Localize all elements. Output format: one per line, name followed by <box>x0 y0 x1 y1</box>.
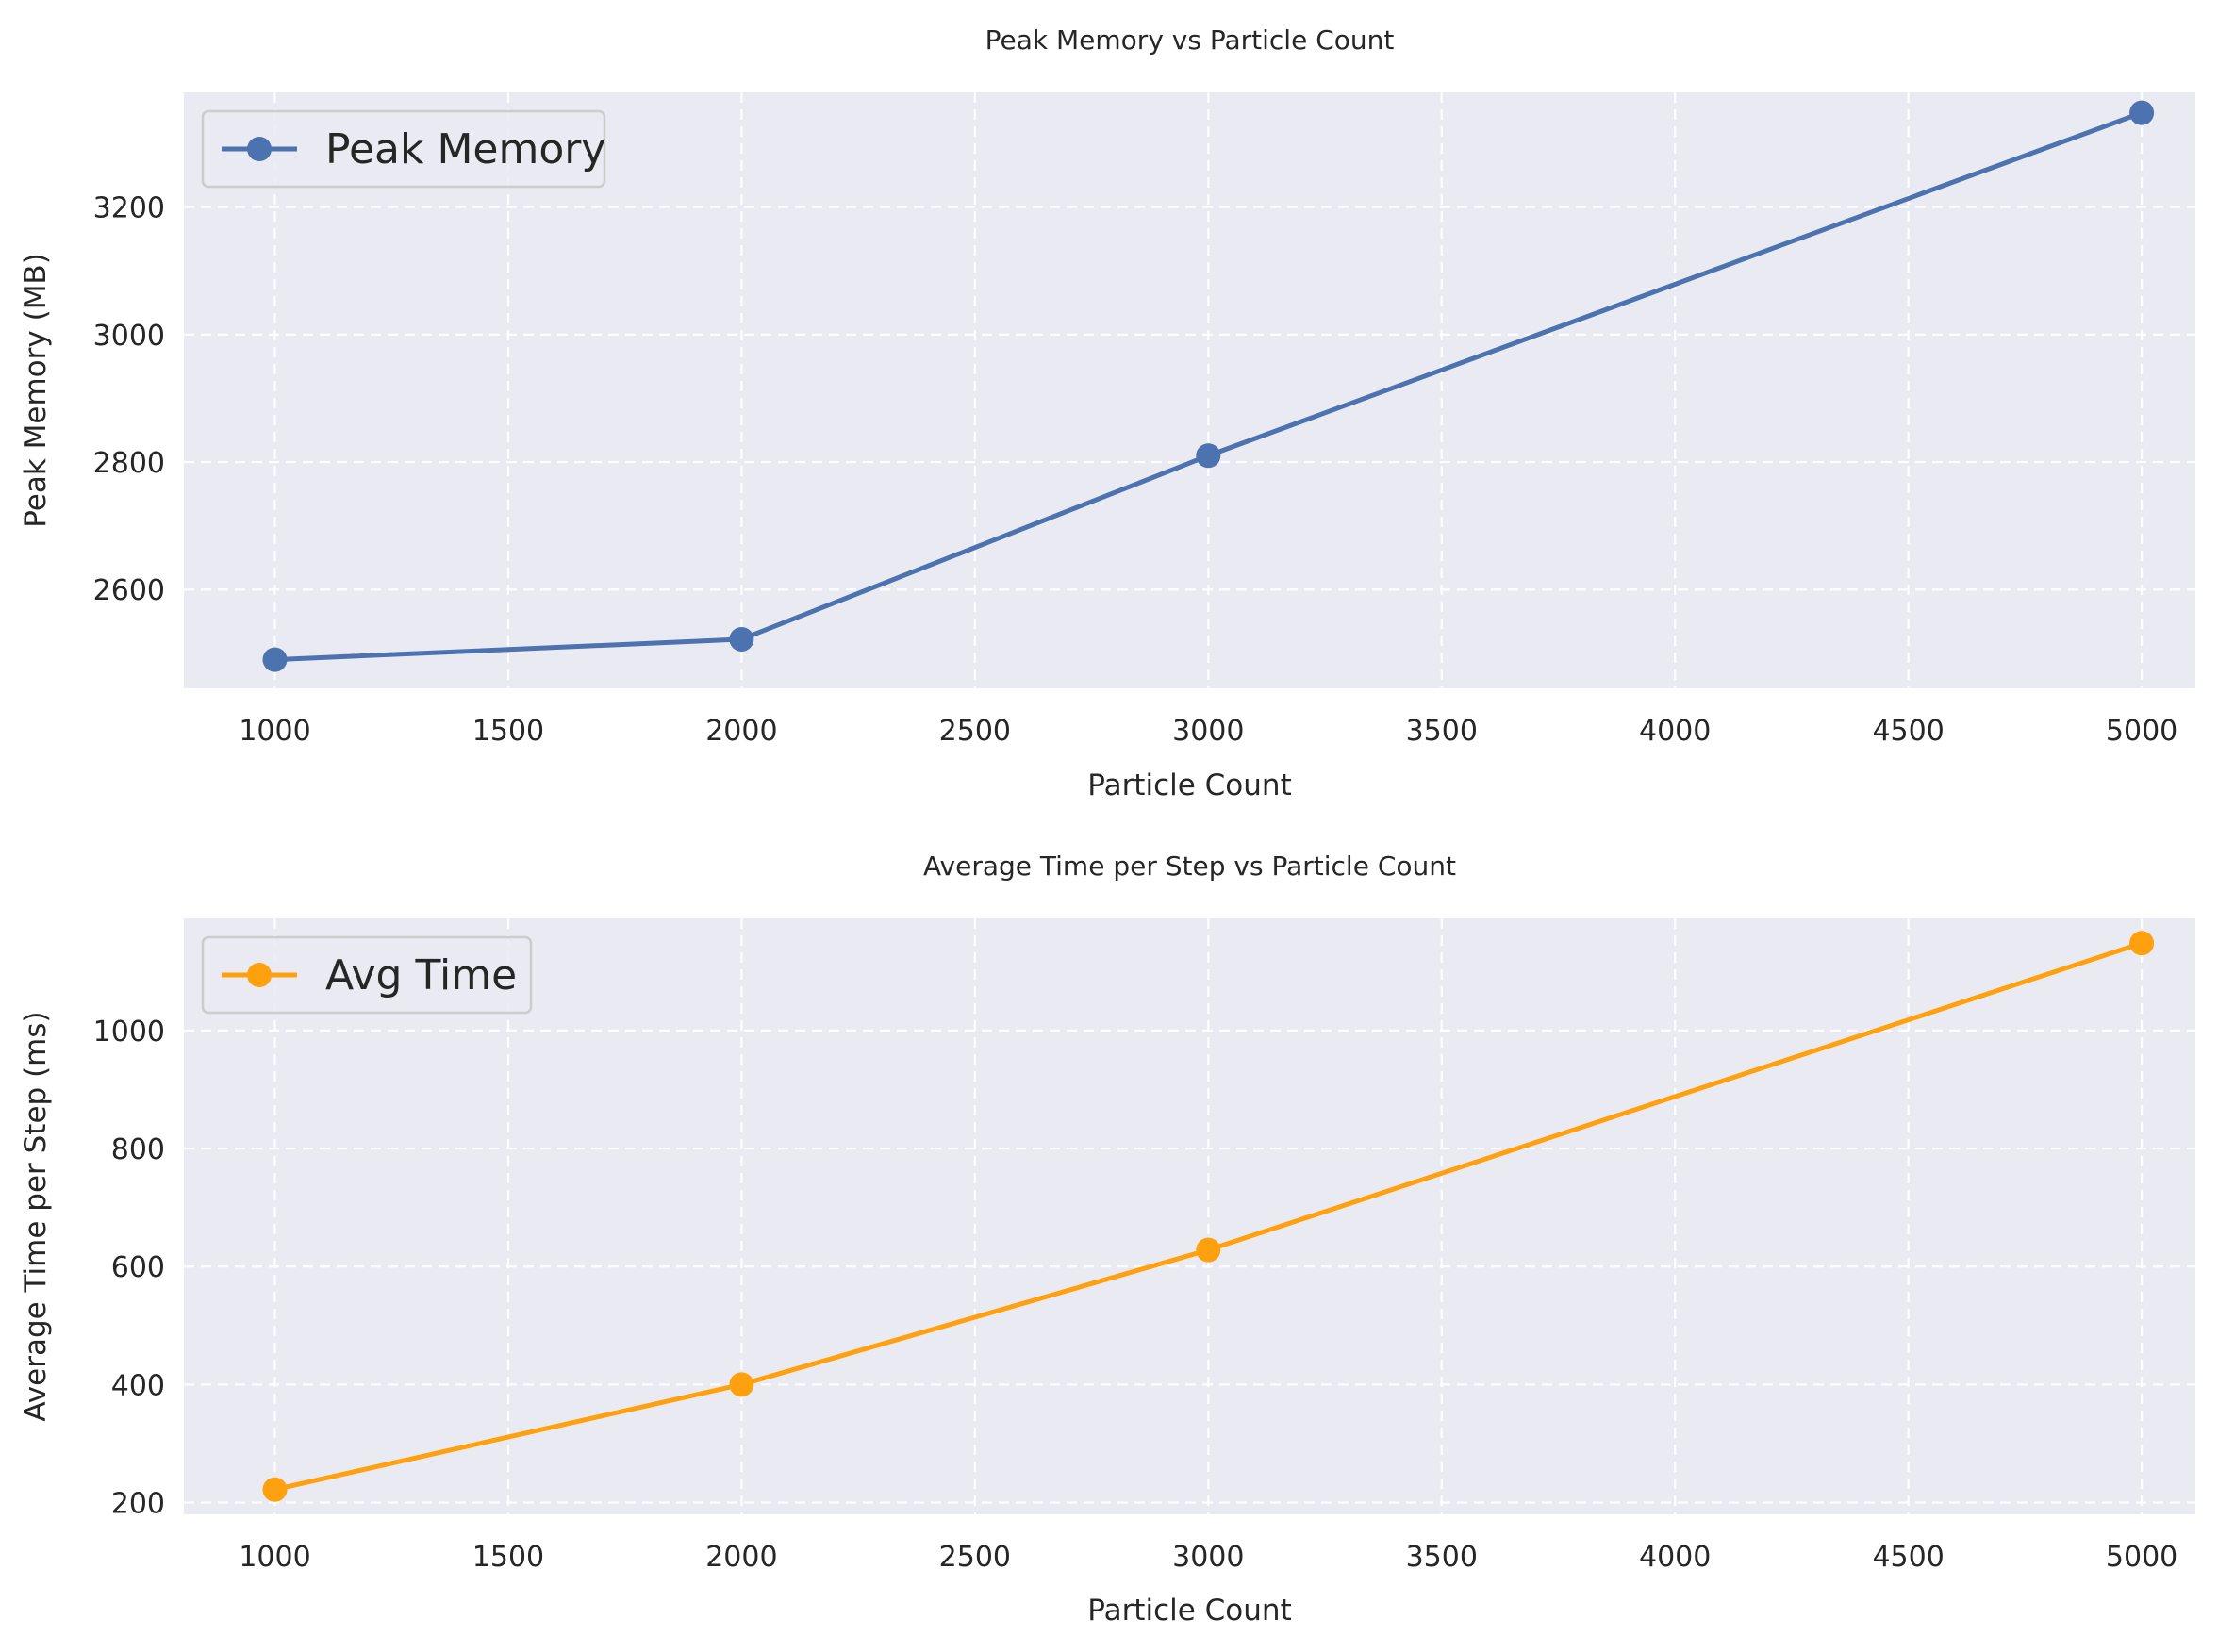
chart-panel-2: 1000 1500 2000 2500 3000 3500 4000 4500 5000 200 4… <box>19 851 2195 1627</box>
x-tick-label: 3000 <box>1172 1541 1244 1574</box>
y-axis-label: Peak Memory (MB) <box>19 253 53 528</box>
x-tick-label: 2500 <box>939 715 1011 748</box>
y-tick-label: 200 <box>111 1487 165 1520</box>
y-tick-label: 400 <box>111 1369 165 1402</box>
legend: Peak Memory <box>201 109 606 189</box>
x-tick-label: 3500 <box>1406 1541 1478 1574</box>
y-tick-label: 2600 <box>93 574 165 607</box>
x-tick-label: 2000 <box>705 715 777 748</box>
y-axis-label: Average Time per Step (ms) <box>19 1011 53 1421</box>
legend-label: Avg Time <box>325 951 517 999</box>
data-point <box>1196 1237 1221 1263</box>
y-tick-label: 3200 <box>93 192 165 225</box>
legend-dot-marker <box>247 137 272 161</box>
x-tick-label: 5000 <box>2106 1541 2177 1574</box>
x-tick-label: 2000 <box>705 1541 777 1574</box>
x-tick-label: 5000 <box>2106 715 2177 748</box>
x-tick-label: 4000 <box>1639 1541 1711 1574</box>
legend-label: Peak Memory <box>325 125 605 173</box>
x-tick-label: 4500 <box>1872 715 1944 748</box>
y-tick-label: 3000 <box>93 320 165 353</box>
x-tick-label: 4000 <box>1639 715 1711 748</box>
data-point <box>1196 443 1221 469</box>
chart-title: Peak Memory vs Particle Count <box>985 25 1395 56</box>
x-tick-label: 3000 <box>1172 715 1244 748</box>
legend-dot-marker <box>247 963 272 987</box>
data-point <box>262 647 288 672</box>
series-line <box>273 940 2144 1493</box>
data-point <box>2129 931 2155 956</box>
x-axis-label: Particle Count <box>1087 1594 1291 1627</box>
chart-panel-1: 1000 1500 2000 2500 3000 3500 4000 4500 5000 2600… <box>19 25 2195 802</box>
legend-box <box>201 109 606 189</box>
legend-box <box>201 935 533 1015</box>
x-tick-label: 1000 <box>239 715 310 748</box>
plot-area <box>184 918 2195 1514</box>
x-tick-label: 1500 <box>472 715 544 748</box>
chart-title: Average Time per Step vs Particle Count <box>923 851 1456 882</box>
data-point <box>729 1372 754 1397</box>
data-point <box>262 1477 288 1502</box>
series-line <box>273 110 2144 663</box>
y-tick-label: 800 <box>111 1133 165 1166</box>
x-tick-label: 4500 <box>1872 1541 1944 1574</box>
y-tick-label: 2800 <box>93 447 165 480</box>
y-tick-label: 1000 <box>93 1016 165 1049</box>
y-tick-label: 600 <box>111 1251 165 1284</box>
x-axis-label: Particle Count <box>1087 768 1291 802</box>
x-tick-label: 2500 <box>939 1541 1011 1574</box>
x-tick-label: 3500 <box>1406 715 1478 748</box>
data-point <box>2129 100 2155 125</box>
x-tick-label: 1000 <box>239 1541 310 1574</box>
x-tick-label: 1500 <box>472 1541 544 1574</box>
legend: Avg Time <box>201 935 533 1015</box>
data-point <box>729 626 754 652</box>
